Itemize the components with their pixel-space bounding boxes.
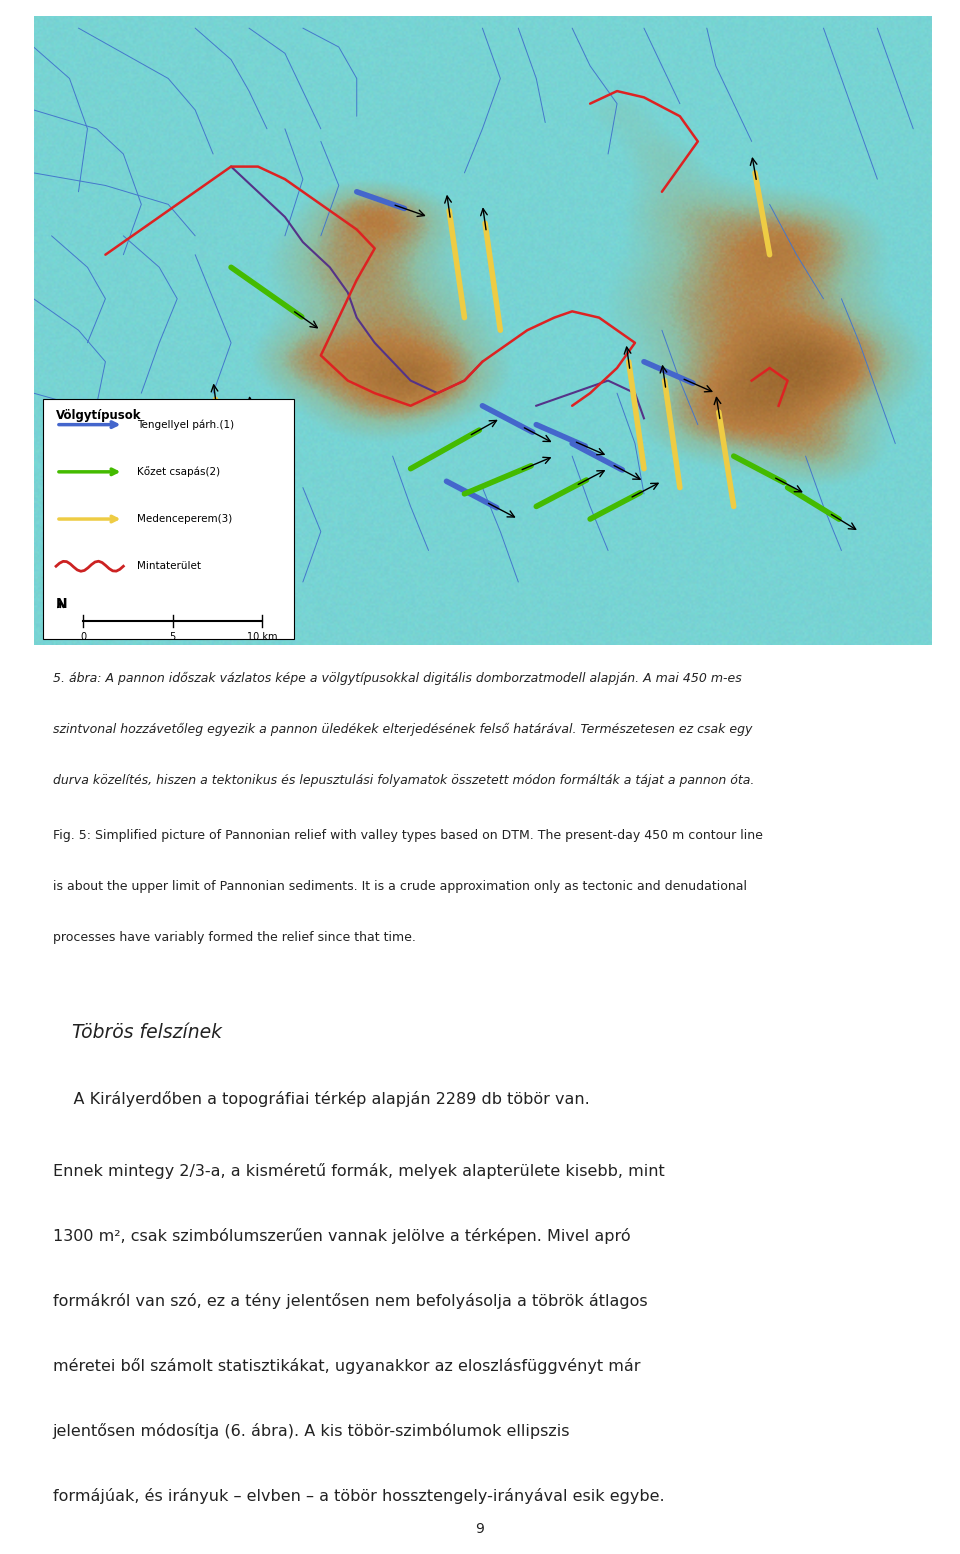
Text: Medenceperem(3): Medenceperem(3) <box>137 514 232 524</box>
Text: is about the upper limit of Pannonian sediments. It is a crude approximation onl: is about the upper limit of Pannonian se… <box>53 881 747 894</box>
Text: 9: 9 <box>475 1521 485 1535</box>
Text: A Királyerdőben a topográfiai térkép alapján 2289 db töbör van.: A Királyerdőben a topográfiai térkép ala… <box>53 1091 589 1108</box>
Text: Ennek mintegy 2/3-a, a kisméretű formák, melyek alapterülete kisebb, mint: Ennek mintegy 2/3-a, a kisméretű formák,… <box>53 1162 664 1178</box>
Text: Tengellyel párh.(1): Tengellyel párh.(1) <box>137 420 234 430</box>
Text: Völgytípusok: Völgytípusok <box>56 409 141 421</box>
Text: 1300 m², csak szimbólumszerűen vannak jelölve a térképen. Mivel apró: 1300 m², csak szimbólumszerűen vannak je… <box>53 1228 631 1243</box>
Text: durva közelítés, hiszen a tektonikus és lepusztulási folyamatok összetett módon : durva közelítés, hiszen a tektonikus és … <box>53 774 755 786</box>
Text: formákról van szó, ez a tény jelentősen nem befolyásolja a töbrök átlagos: formákról van szó, ez a tény jelentősen … <box>53 1293 647 1308</box>
Text: processes have variably formed the relief since that time.: processes have variably formed the relie… <box>53 931 416 945</box>
Text: 5. ábra: A pannon időszak vázlatos képe a völgytípusokkal digitális domborzatmod: 5. ábra: A pannon időszak vázlatos képe … <box>53 673 741 685</box>
Text: jelentősen módosítja (6. ábra). A kis töbör-szimbólumok ellipszis: jelentősen módosítja (6. ábra). A kis tö… <box>53 1423 570 1439</box>
Text: Mintaterület: Mintaterület <box>137 561 201 572</box>
Text: Kőzet csapás(2): Kőzet csapás(2) <box>137 466 220 477</box>
Text: méretei ből számolt statisztikákat, ugyanakkor az eloszlásfüggvényt már: méretei ből számolt statisztikákat, ugya… <box>53 1358 640 1374</box>
Text: Töbrös felszínek: Töbrös felszínek <box>72 1023 222 1043</box>
Text: formájúak, és irányuk – elvben – a töbör hossztengely-irányával esik egybe.: formájúak, és irányuk – elvben – a töbör… <box>53 1489 664 1504</box>
Text: 5: 5 <box>170 632 176 642</box>
Text: szintvonal hozzávetőleg egyezik a pannon üledékek elterjedésének felső határával: szintvonal hozzávetőleg egyezik a pannon… <box>53 723 753 737</box>
Text: N: N <box>56 597 67 611</box>
Text: Fig. 5: Simplified picture of Pannonian relief with valley types based on DTM. T: Fig. 5: Simplified picture of Pannonian … <box>53 830 762 842</box>
Text: 10 km: 10 km <box>248 632 277 642</box>
Text: 0: 0 <box>80 632 86 642</box>
Bar <box>42 399 294 639</box>
